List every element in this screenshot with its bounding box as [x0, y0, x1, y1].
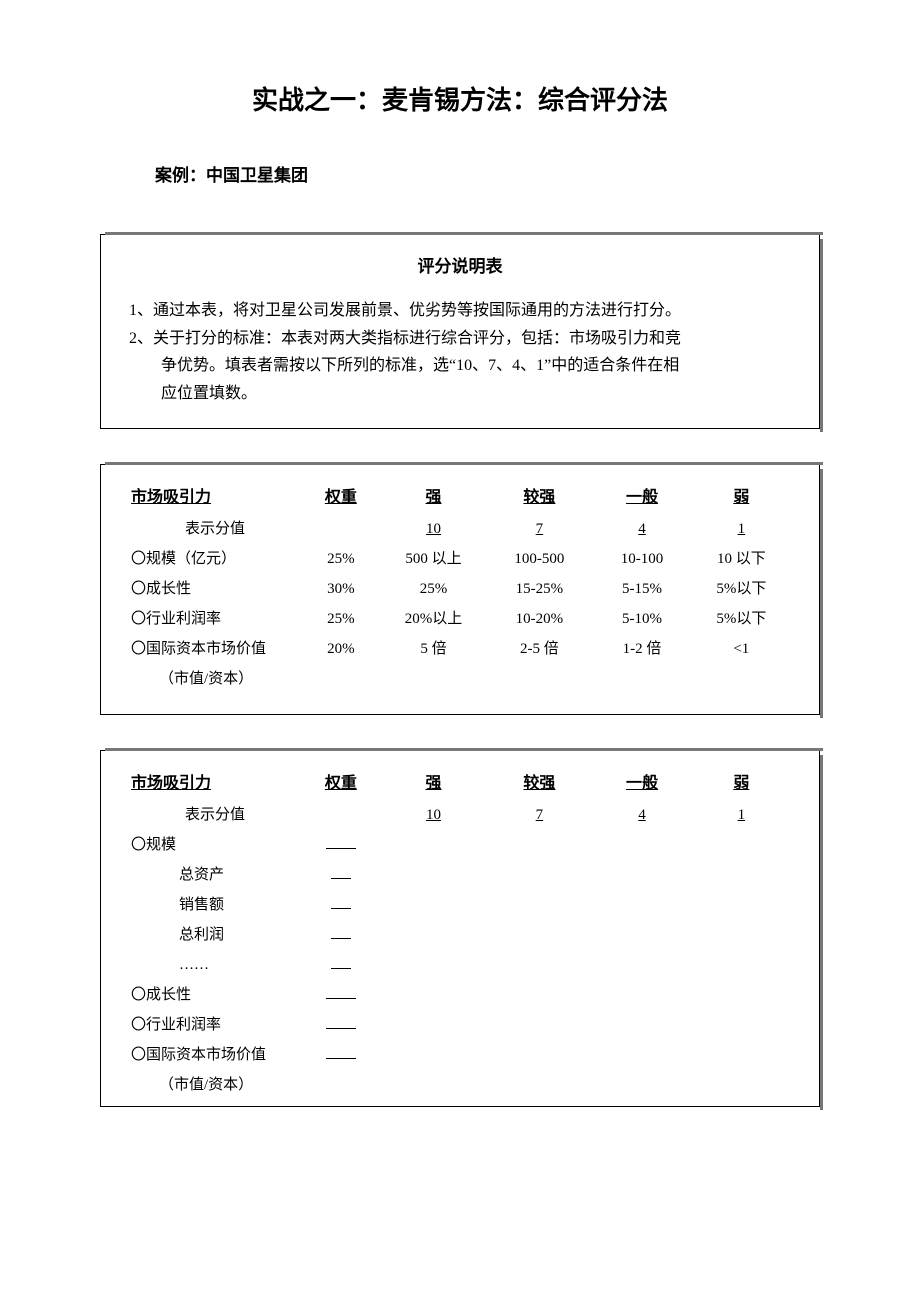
- table-row: 总资产: [129, 860, 791, 890]
- sub-total-assets: 总资产: [129, 860, 301, 890]
- table-row: 〇国际资本市场价值 20% 5 倍 2-5 倍 1-2 倍 <1: [129, 634, 791, 664]
- weight-blank[interactable]: [301, 1010, 380, 1040]
- factor-intl-note: （市值/资本）: [129, 664, 301, 694]
- th-weight: 权重: [301, 769, 380, 800]
- th-strong: 强: [381, 483, 487, 514]
- weight-cell: 30%: [301, 574, 380, 604]
- value-cell: <1: [692, 634, 791, 664]
- sub-sales: 销售额: [129, 890, 301, 920]
- th-midstrong: 较强: [486, 483, 592, 514]
- value-cell: 5%以下: [692, 604, 791, 634]
- note-2c: 应位置填数。: [129, 381, 791, 407]
- value-cell: 5-15%: [592, 574, 691, 604]
- factor-scale: 〇规模: [129, 830, 301, 860]
- value-cell: 5%以下: [692, 574, 791, 604]
- th-weight: 权重: [301, 483, 380, 514]
- th-weak: 弱: [692, 769, 791, 800]
- score-1: 1: [692, 800, 791, 830]
- score-label: 表示分值: [129, 514, 301, 544]
- table-row: 〇国际资本市场价值: [129, 1040, 791, 1070]
- factor-profit: 〇行业利润率: [129, 604, 301, 634]
- th-factor: 市场吸引力: [129, 769, 301, 800]
- score-value-row: 表示分值 10 7 4 1: [129, 800, 791, 830]
- criteria-box-1: 市场吸引力 权重 强 较强 一般 弱 表示分值 10 7 4 1 〇规模（亿元）…: [100, 464, 820, 715]
- score-10: 10: [381, 514, 487, 544]
- score-7: 7: [486, 800, 592, 830]
- note-1: 1、通过本表，将对卫星公司发展前景、优劣势等按国际通用的方法进行打分。: [129, 298, 791, 324]
- weight-blank[interactable]: [301, 920, 380, 950]
- score-4: 4: [592, 514, 691, 544]
- table-row: 销售额: [129, 890, 791, 920]
- score-7: 7: [486, 514, 592, 544]
- note-2b: 争优势。填表者需按以下所列的标准，选“10、7、4、1”中的适合条件在相: [129, 353, 791, 379]
- value-cell: 100-500: [486, 544, 592, 574]
- th-strong: 强: [381, 769, 487, 800]
- factor-profit: 〇行业利润率: [129, 1010, 301, 1040]
- weight-blank[interactable]: [301, 860, 380, 890]
- value-cell: 20%以上: [381, 604, 487, 634]
- weight-blank[interactable]: [301, 830, 380, 860]
- value-cell: 1-2 倍: [592, 634, 691, 664]
- explain-box: 评分说明表 1、通过本表，将对卫星公司发展前景、优劣势等按国际通用的方法进行打分…: [100, 234, 820, 430]
- table-row: 〇成长性 30% 25% 15-25% 5-15% 5%以下: [129, 574, 791, 604]
- value-cell: 10-100: [592, 544, 691, 574]
- value-cell: 500 以上: [381, 544, 487, 574]
- sub-ellipsis: ……: [129, 950, 301, 980]
- weight-blank[interactable]: [301, 980, 380, 1010]
- sub-total-profit: 总利润: [129, 920, 301, 950]
- score-10: 10: [381, 800, 487, 830]
- score-label: 表示分值: [129, 800, 301, 830]
- table-header-row: 市场吸引力 权重 强 较强 一般 弱: [129, 769, 791, 800]
- th-weak: 弱: [692, 483, 791, 514]
- th-normal: 一般: [592, 769, 691, 800]
- th-normal: 一般: [592, 483, 691, 514]
- table-row-tail: （市值/资本）: [129, 1070, 791, 1100]
- value-cell: 2-5 倍: [486, 634, 592, 664]
- criteria-box-2: 市场吸引力 权重 强 较强 一般 弱 表示分值 10 7 4 1 〇规模 总资产…: [100, 750, 820, 1107]
- table-row: 〇规模（亿元） 25% 500 以上 100-500 10-100 10 以下: [129, 544, 791, 574]
- value-cell: 10 以下: [692, 544, 791, 574]
- criteria-table-1: 市场吸引力 权重 强 较强 一般 弱 表示分值 10 7 4 1 〇规模（亿元）…: [129, 483, 791, 694]
- weight-blank[interactable]: [301, 1040, 380, 1070]
- factor-growth: 〇成长性: [129, 574, 301, 604]
- weight-cell: 20%: [301, 634, 380, 664]
- value-cell: 25%: [381, 574, 487, 604]
- th-midstrong: 较强: [486, 769, 592, 800]
- table-header-row: 市场吸引力 权重 强 较强 一般 弱: [129, 483, 791, 514]
- table-row-tail: （市值/资本）: [129, 664, 791, 694]
- table-row: 〇规模: [129, 830, 791, 860]
- explain-notes: 1、通过本表，将对卫星公司发展前景、优劣势等按国际通用的方法进行打分。 2、关于…: [129, 298, 791, 406]
- weight-cell: 25%: [301, 604, 380, 634]
- value-cell: 5-10%: [592, 604, 691, 634]
- score-4: 4: [592, 800, 691, 830]
- table-row: 〇行业利润率: [129, 1010, 791, 1040]
- factor-growth: 〇成长性: [129, 980, 301, 1010]
- th-factor: 市场吸引力: [129, 483, 301, 514]
- score-1: 1: [692, 514, 791, 544]
- table-row: 〇行业利润率 25% 20%以上 10-20% 5-10% 5%以下: [129, 604, 791, 634]
- weight-cell: 25%: [301, 544, 380, 574]
- weight-blank[interactable]: [301, 950, 380, 980]
- factor-intl: 〇国际资本市场价值: [129, 1040, 301, 1070]
- table-row: 总利润: [129, 920, 791, 950]
- value-cell: 15-25%: [486, 574, 592, 604]
- score-value-row: 表示分值 10 7 4 1: [129, 514, 791, 544]
- value-cell: 10-20%: [486, 604, 592, 634]
- explain-heading: 评分说明表: [129, 253, 791, 280]
- case-subtitle: 案例：中国卫星集团: [155, 162, 820, 189]
- value-cell: 5 倍: [381, 634, 487, 664]
- factor-intl: 〇国际资本市场价值: [129, 634, 301, 664]
- note-2a: 2、关于打分的标准：本表对两大类指标进行综合评分，包括：市场吸引力和竞: [129, 326, 791, 352]
- weight-blank[interactable]: [301, 890, 380, 920]
- factor-scale: 〇规模（亿元）: [129, 544, 301, 574]
- factor-intl-note: （市值/资本）: [129, 1070, 301, 1100]
- table-row: ……: [129, 950, 791, 980]
- criteria-table-2: 市场吸引力 权重 强 较强 一般 弱 表示分值 10 7 4 1 〇规模 总资产…: [129, 769, 791, 1100]
- table-row: 〇成长性: [129, 980, 791, 1010]
- page-title: 实战之一：麦肯锡方法：综合评分法: [100, 80, 820, 122]
